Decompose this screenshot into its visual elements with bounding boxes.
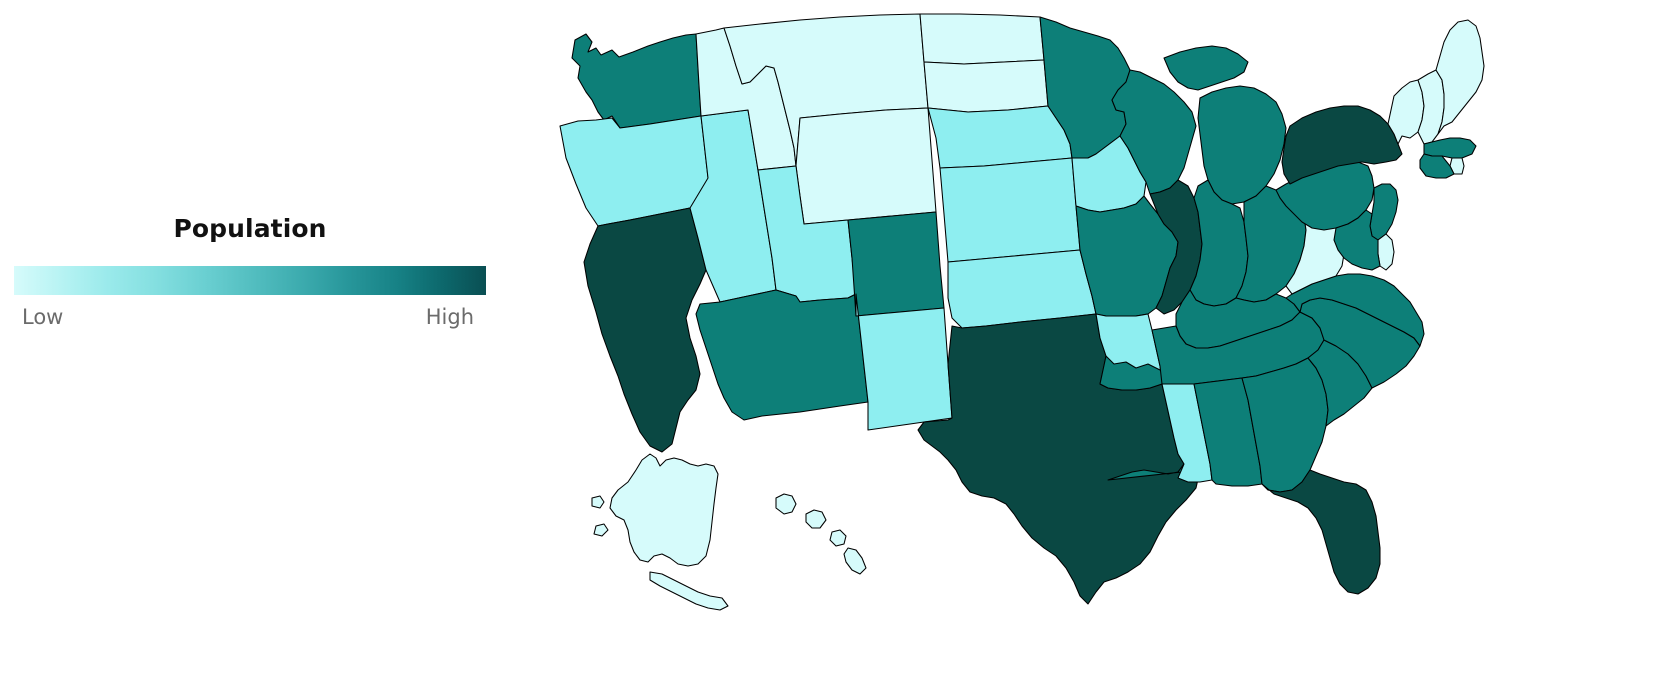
states-layer bbox=[560, 14, 1484, 610]
state-NE[interactable] bbox=[928, 106, 1072, 168]
state-MD[interactable] bbox=[1334, 210, 1380, 270]
state-MT[interactable] bbox=[724, 14, 928, 166]
state-ME[interactable] bbox=[1436, 20, 1484, 134]
state-AL[interactable] bbox=[1194, 378, 1262, 486]
state-NM[interactable] bbox=[856, 294, 952, 430]
state-HI[interactable] bbox=[776, 494, 866, 574]
state-DE[interactable] bbox=[1378, 234, 1394, 270]
legend-endpoint-labels: Low High bbox=[14, 304, 486, 332]
legend-title: Population bbox=[173, 214, 327, 243]
state-SD[interactable] bbox=[924, 60, 1048, 112]
state-ND[interactable] bbox=[920, 14, 1044, 64]
legend-high-label: High bbox=[425, 305, 474, 329]
state-CA[interactable] bbox=[584, 208, 706, 452]
state-MI-upper[interactable] bbox=[1164, 46, 1248, 90]
state-NJ[interactable] bbox=[1370, 184, 1398, 240]
state-GA[interactable] bbox=[1242, 358, 1328, 492]
state-NY[interactable] bbox=[1282, 106, 1402, 184]
us-choropleth-map bbox=[500, 8, 1500, 628]
state-FL[interactable] bbox=[1262, 470, 1380, 594]
state-CO[interactable] bbox=[848, 212, 944, 316]
legend-low-label: Low bbox=[22, 305, 64, 329]
legend-gradient-bar bbox=[14, 266, 486, 295]
state-CT[interactable] bbox=[1420, 154, 1454, 178]
state-AK[interactable] bbox=[592, 454, 728, 610]
state-KS[interactable] bbox=[940, 158, 1080, 262]
us-map-svg bbox=[500, 8, 1500, 628]
state-AZ[interactable] bbox=[696, 290, 868, 420]
state-WY[interactable] bbox=[796, 108, 936, 224]
legend: Population Low High bbox=[14, 214, 486, 332]
state-WA[interactable] bbox=[572, 34, 701, 128]
state-MI[interactable] bbox=[1198, 86, 1286, 204]
